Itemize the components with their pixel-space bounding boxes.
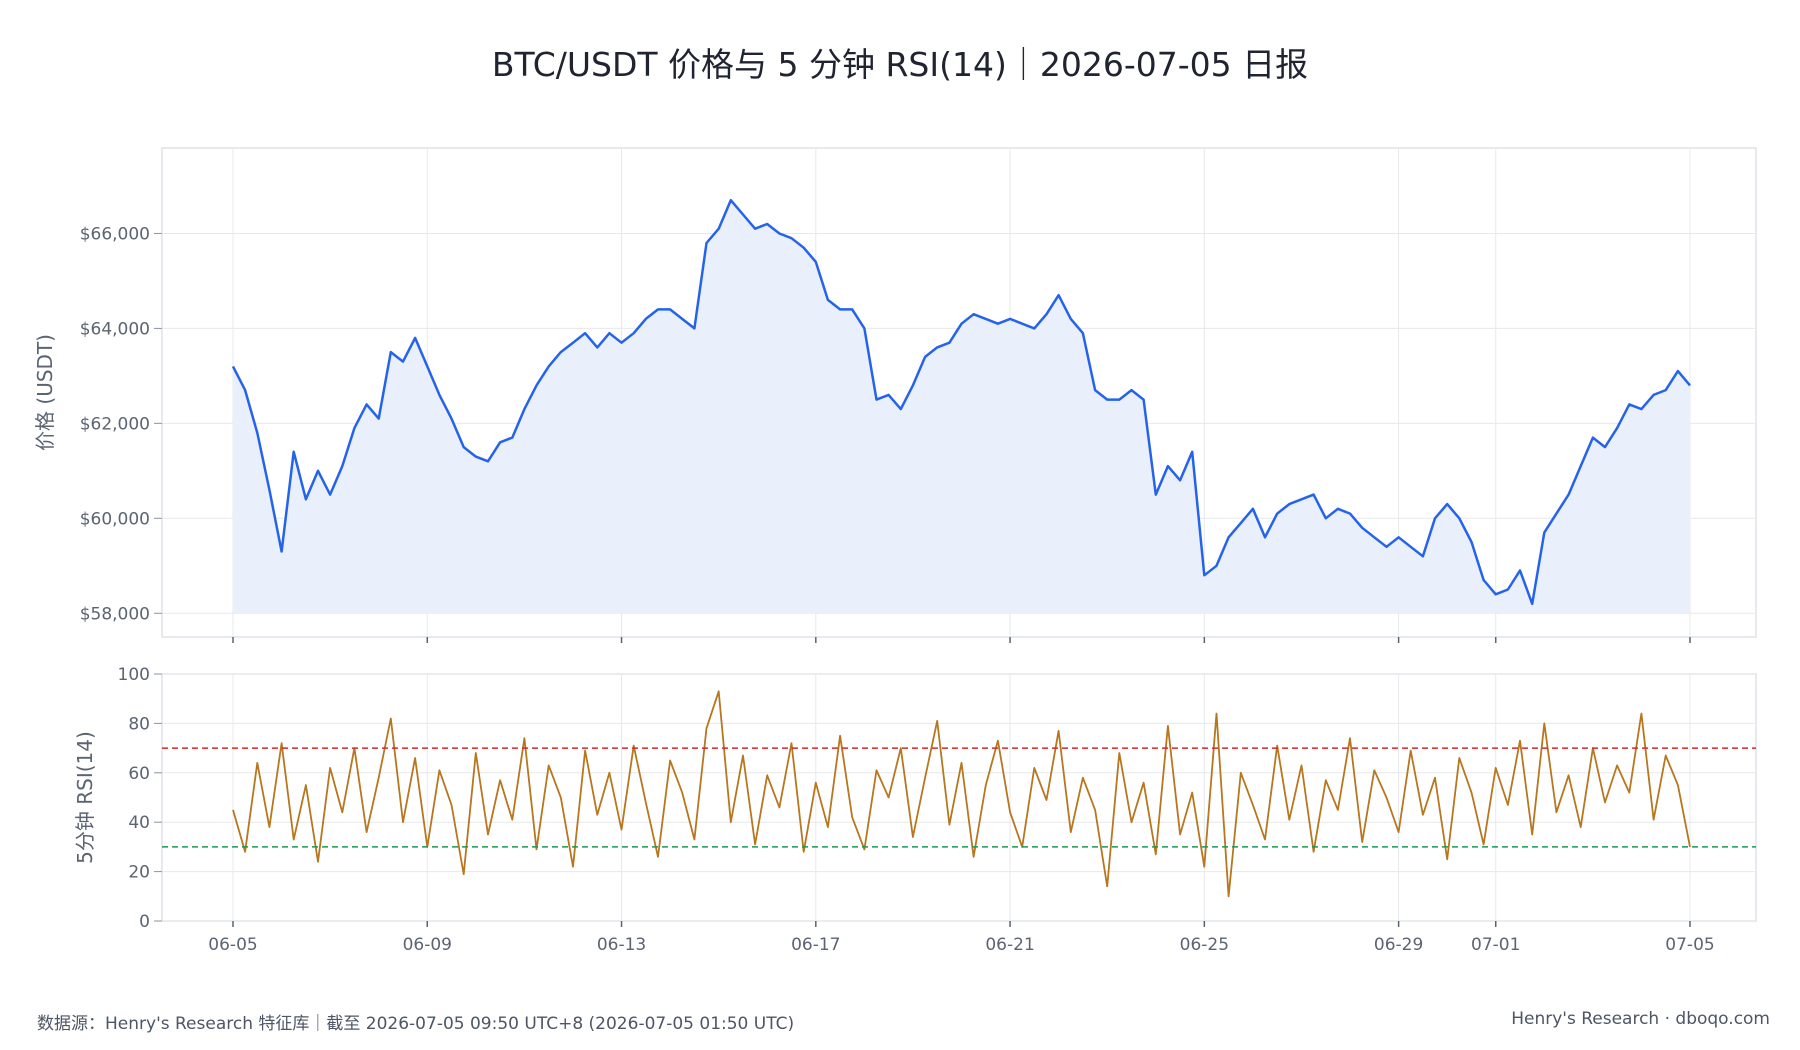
xtick-label: 06-05 <box>208 935 257 955</box>
xtick-label: 06-13 <box>597 935 646 955</box>
rsi-ytick-label: 40 <box>128 813 150 833</box>
rsi-frame <box>161 673 1757 922</box>
price-ytick-label: $60,000 <box>80 509 150 529</box>
rsi-ytick-label: 20 <box>128 863 150 883</box>
rsi-ytick-label: 60 <box>128 764 150 784</box>
price-ylabel: 价格 (USDT) <box>33 334 57 451</box>
rsi-ytick-label: 0 <box>139 912 150 932</box>
xtick-label: 06-21 <box>985 935 1034 955</box>
rsi-ytick-label: 100 <box>118 665 150 685</box>
price-area-fill <box>233 200 1690 614</box>
rsi-ylabel: 5分钟 RSI(14) <box>73 731 97 864</box>
xtick-label: 06-25 <box>1180 935 1229 955</box>
price-ytick-label: $66,000 <box>80 224 150 244</box>
x-axis: 06-05 06-09 06-13 06-17 06-21 06-25 06-29 07-01… <box>208 921 1715 955</box>
price-panel: $58,000 $60,000 $62,000 $64,000 $66,000 价格 (U… <box>33 147 1757 643</box>
data-source-note: 数据源：Henry's Research 特征库｜截至 2026-07-05 0… <box>37 1014 795 1034</box>
price-ytick-label: $58,000 <box>80 604 150 624</box>
xtick-label: 07-05 <box>1665 935 1714 955</box>
rsi-ytick-label: 80 <box>128 714 150 734</box>
xtick-label: 06-29 <box>1374 935 1423 955</box>
xtick-label: 07-01 <box>1471 935 1520 955</box>
xtick-label: 06-09 <box>403 935 452 955</box>
price-ytick-label: $62,000 <box>80 414 150 434</box>
price-ytick-label: $64,000 <box>80 319 150 339</box>
chart-title: BTC/USDT 价格与 5 分钟 RSI(14)｜2026-07-05 日报 <box>491 45 1309 84</box>
brand-credit: Henry's Research · dboqo.com <box>1511 1009 1770 1029</box>
rsi-panel: 0 20 40 60 80 100 5分钟 RSI(14) <box>73 665 1757 932</box>
xtick-label: 06-17 <box>791 935 840 955</box>
